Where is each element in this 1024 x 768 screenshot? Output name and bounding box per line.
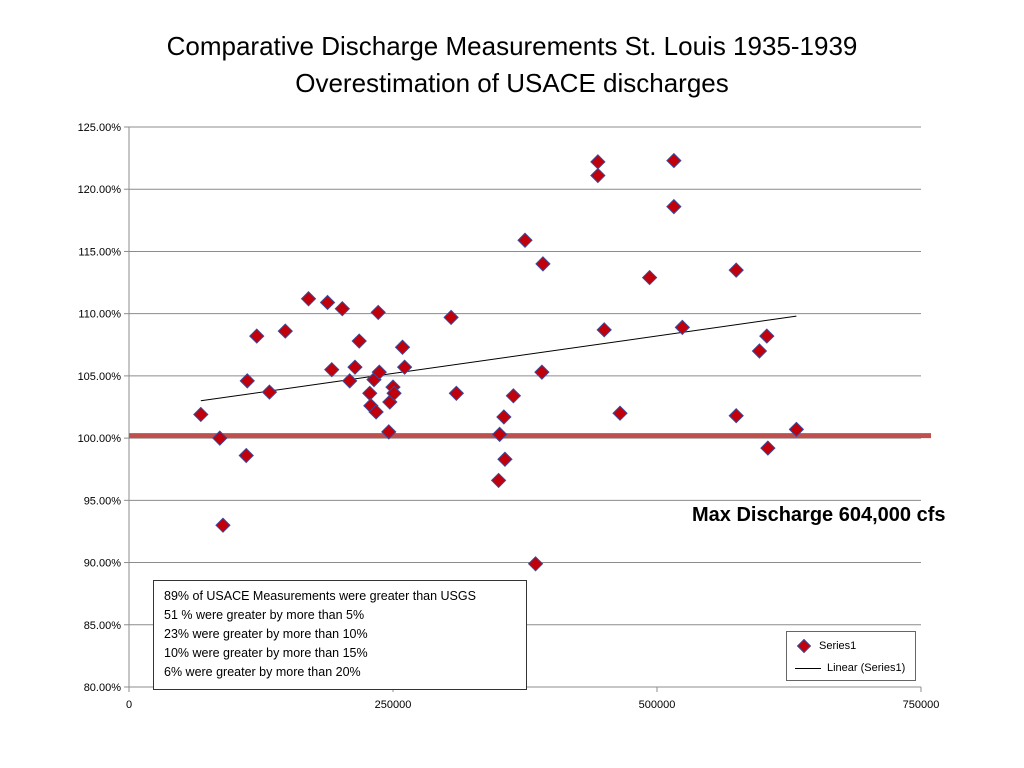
stats-line: 6% were greater by more than 20% xyxy=(164,665,361,679)
data-point xyxy=(319,294,336,311)
data-point xyxy=(193,406,209,423)
y-tick-label: 120.00% xyxy=(78,184,122,196)
y-tick-label: 100.00% xyxy=(78,433,122,445)
data-point xyxy=(760,440,776,456)
data-point xyxy=(759,328,775,344)
stats-line: 23% were greater by more than 10% xyxy=(164,627,368,641)
data-point xyxy=(370,304,386,321)
data-point xyxy=(324,361,340,378)
data-point xyxy=(238,447,254,464)
x-tick-label: 750000 xyxy=(903,699,940,711)
data-point xyxy=(596,322,612,338)
data-point xyxy=(212,430,228,446)
max-discharge-annotation: Max Discharge 604,000 cfs xyxy=(692,504,946,526)
data-point xyxy=(590,167,606,184)
y-tick-label: 110.00% xyxy=(78,309,121,321)
data-point xyxy=(448,385,465,402)
legend-label: Series1 xyxy=(819,640,857,652)
data-point xyxy=(341,373,358,389)
data-point xyxy=(505,388,522,404)
data-point xyxy=(728,408,744,424)
data-point xyxy=(239,373,255,389)
data-point xyxy=(261,384,278,400)
legend: Series1 Linear (Series1) xyxy=(786,631,916,681)
data-point xyxy=(490,472,507,489)
data-point xyxy=(666,198,682,215)
y-tick-label: 90.00% xyxy=(84,558,122,570)
data-point xyxy=(491,426,508,443)
data-point xyxy=(396,359,413,375)
legend-label: Linear (Series1) xyxy=(827,662,906,674)
stats-line: 10% were greater by more than 15% xyxy=(164,646,368,660)
data-point xyxy=(751,343,768,359)
data-point xyxy=(527,556,544,572)
x-tick-label: 0 xyxy=(126,699,132,711)
data-point xyxy=(371,364,387,380)
line-marker-icon xyxy=(795,667,821,669)
stats-line: 89% of USACE Measurements were greater t… xyxy=(164,589,476,603)
y-tick-label: 80.00% xyxy=(84,682,122,694)
data-point xyxy=(641,269,658,286)
data-point xyxy=(674,319,691,336)
chart-subtitle: Overestimation of USACE discharges xyxy=(295,68,729,98)
data-point xyxy=(496,409,512,425)
data-point xyxy=(334,300,351,317)
data-point xyxy=(362,385,378,402)
data-point xyxy=(728,262,744,278)
data-point xyxy=(351,333,367,349)
legend-entry-linear: Linear (Series1) xyxy=(795,662,905,674)
stats-line: 51 % were greater by more than 5% xyxy=(164,608,365,622)
y-tick-label: 95.00% xyxy=(84,495,122,507)
diamond-marker-icon xyxy=(796,638,812,654)
stats-box: 89% of USACE Measurements were greater t… xyxy=(153,580,527,690)
data-point xyxy=(517,232,533,248)
data-point xyxy=(394,339,411,355)
data-point xyxy=(249,328,265,344)
y-tick-label: 105.00% xyxy=(78,371,122,383)
y-tick-label: 125.00% xyxy=(78,122,122,134)
data-point xyxy=(443,309,459,326)
data-point xyxy=(535,256,551,272)
trendline xyxy=(200,315,797,402)
data-point xyxy=(300,291,317,307)
data-point xyxy=(612,405,628,421)
x-tick-label: 500000 xyxy=(639,699,676,711)
data-point xyxy=(381,424,397,440)
legend-entry-series1: Series1 xyxy=(795,638,857,654)
chart-title: Comparative Discharge Measurements St. L… xyxy=(166,31,858,61)
data-point xyxy=(368,404,384,420)
data-point xyxy=(277,323,293,339)
data-point xyxy=(215,517,231,533)
y-tick-label: 115.00% xyxy=(78,246,121,258)
data-point xyxy=(386,385,402,402)
data-point xyxy=(590,154,606,170)
data-point xyxy=(666,152,682,169)
y-tick-label: 85.00% xyxy=(84,620,122,632)
chart-title-block: Comparative Discharge Measurements St. L… xyxy=(0,28,1024,102)
data-point xyxy=(534,364,550,380)
x-tick-label: 250000 xyxy=(375,699,412,711)
data-point xyxy=(497,451,513,467)
data-point xyxy=(788,421,805,438)
data-point xyxy=(347,359,363,375)
